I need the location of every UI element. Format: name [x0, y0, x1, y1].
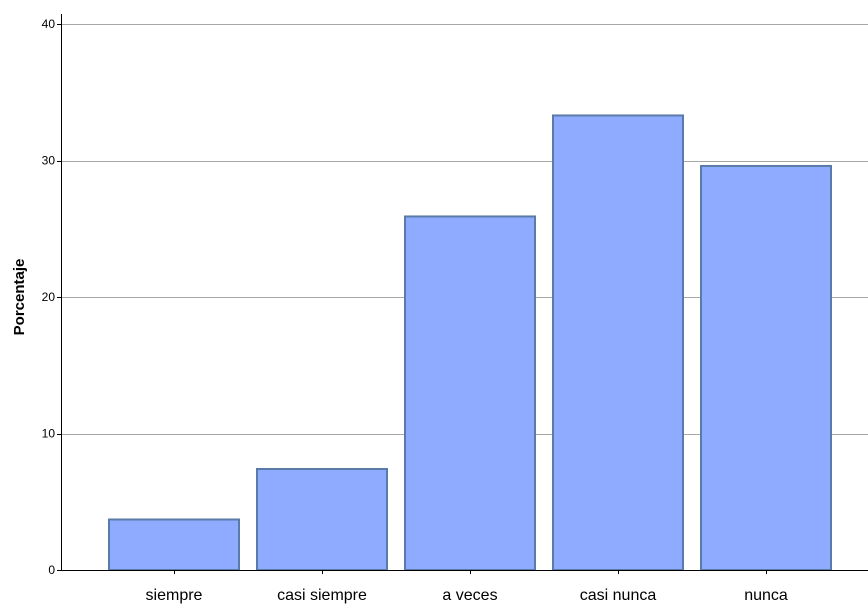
bar-nunca [700, 164, 832, 572]
axes [61, 14, 868, 571]
xtick-label-a-veces: a veces [442, 587, 497, 604]
y-axis-label: Porcentaje [11, 259, 28, 336]
bar-siempre [108, 518, 240, 571]
xtick-label-siempre: siempre [146, 587, 203, 604]
xtick-label-nunca: nunca [744, 587, 788, 604]
bar-a-veces [404, 215, 536, 571]
x-tick-labels: siempre casi siempre a veces casi nunca nunc… [146, 570, 788, 604]
y-tick-labels: 0 10 20 30 40 [42, 17, 61, 577]
ytick-label-40: 40 [42, 17, 56, 31]
bars [108, 114, 832, 572]
ytick-label-20: 20 [42, 290, 56, 304]
bar-casi-siempre [256, 467, 388, 571]
bar-casi-nunca [552, 114, 684, 572]
ytick-label-30: 30 [42, 154, 56, 168]
ytick-label-10: 10 [42, 427, 56, 441]
xtick-label-casi-nunca: casi nunca [580, 587, 657, 604]
xtick-label-casi-siempre: casi siempre [277, 587, 367, 604]
ytick-label-0: 0 [48, 563, 55, 577]
